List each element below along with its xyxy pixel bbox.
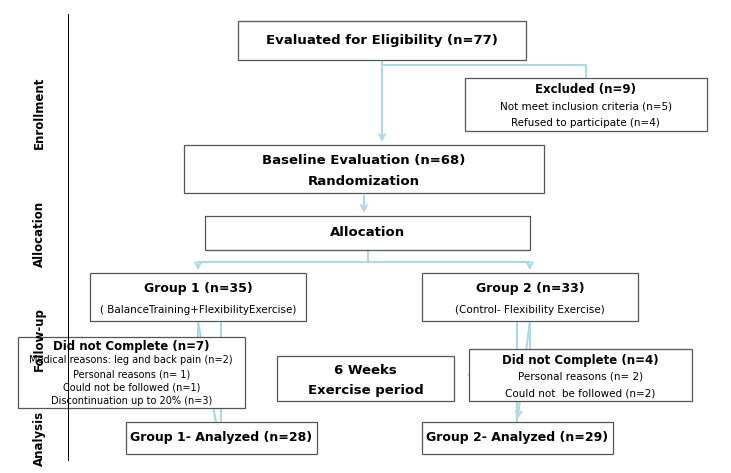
Text: Group 1- Analyzed (n=28): Group 1- Analyzed (n=28) (130, 431, 313, 445)
Text: 6 Weeks: 6 Weeks (334, 364, 397, 377)
Text: Did not Complete (n=4): Did not Complete (n=4) (502, 354, 659, 367)
FancyBboxPatch shape (422, 422, 613, 454)
FancyBboxPatch shape (238, 21, 526, 60)
FancyBboxPatch shape (465, 79, 707, 131)
Text: Could not be followed (n=1): Could not be followed (n=1) (63, 383, 200, 393)
Text: Personal reasons (n= 1): Personal reasons (n= 1) (72, 369, 190, 379)
Text: Group 2- Analyzed (n=29): Group 2- Analyzed (n=29) (426, 431, 608, 445)
FancyBboxPatch shape (422, 273, 638, 321)
FancyBboxPatch shape (277, 356, 454, 401)
FancyBboxPatch shape (205, 216, 530, 250)
Text: Medical reasons: leg and back pain (n=2): Medical reasons: leg and back pain (n=2) (29, 355, 233, 366)
Text: Could not  be followed (n=2): Could not be followed (n=2) (505, 388, 656, 398)
Text: Allocation: Allocation (330, 227, 405, 239)
Text: Personal reasons (n= 2): Personal reasons (n= 2) (518, 372, 643, 382)
Text: Analysis: Analysis (33, 411, 46, 465)
Text: Evaluated for Eligibility (n=77): Evaluated for Eligibility (n=77) (266, 34, 498, 47)
Text: Randomization: Randomization (308, 175, 420, 188)
Text: Baseline Evaluation (n=68): Baseline Evaluation (n=68) (262, 154, 466, 166)
Text: Not meet inclusion criteria (n=5): Not meet inclusion criteria (n=5) (500, 101, 672, 111)
Text: Follow-up: Follow-up (33, 307, 46, 371)
Text: Refused to participate (n=4): Refused to participate (n=4) (511, 118, 660, 128)
Text: Excluded (n=9): Excluded (n=9) (535, 83, 636, 96)
Text: Group 1 (n=35): Group 1 (n=35) (144, 282, 252, 295)
Text: Group 2 (n=33): Group 2 (n=33) (476, 282, 584, 295)
Text: Enrollment: Enrollment (33, 77, 46, 149)
Text: Allocation: Allocation (33, 201, 46, 267)
FancyBboxPatch shape (18, 337, 245, 408)
Text: Did not Complete (n=7): Did not Complete (n=7) (53, 340, 210, 353)
Text: Discontinuation up to 20% (n=3): Discontinuation up to 20% (n=3) (50, 396, 212, 406)
FancyBboxPatch shape (90, 273, 306, 321)
FancyBboxPatch shape (183, 145, 545, 193)
FancyBboxPatch shape (469, 349, 692, 401)
FancyBboxPatch shape (126, 422, 317, 454)
Text: ( BalanceTraining+FlexibilityExercise): ( BalanceTraining+FlexibilityExercise) (100, 305, 296, 315)
Text: (Control- Flexibility Exercise): (Control- Flexibility Exercise) (455, 305, 605, 315)
Text: Exercise period: Exercise period (308, 385, 424, 397)
